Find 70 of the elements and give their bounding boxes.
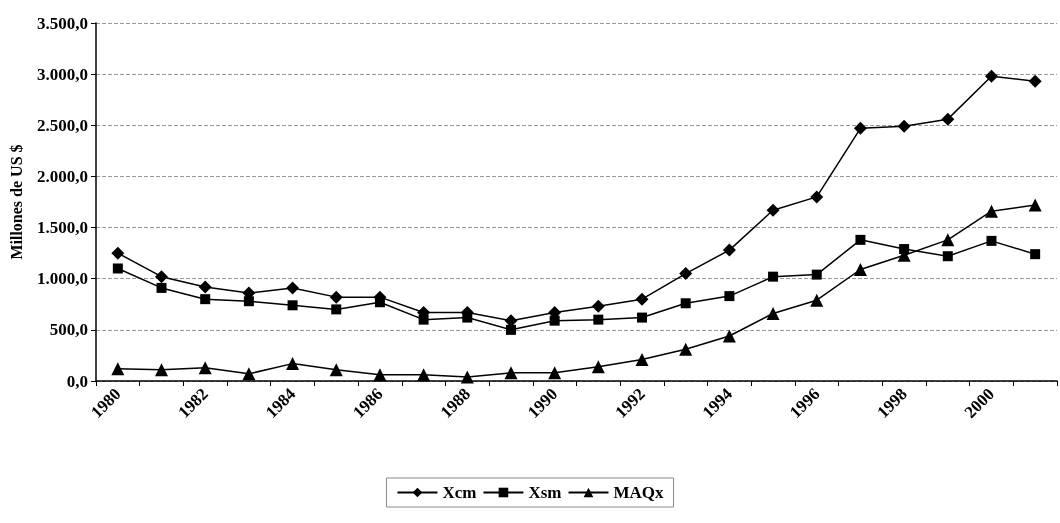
point — [722, 243, 736, 257]
point — [243, 296, 254, 307]
legend-label: Xcm — [442, 483, 477, 502]
y-tick-label: 3.500,0 — [37, 13, 88, 33]
y-tick-label: 1.000,0 — [37, 269, 88, 289]
point — [637, 312, 648, 323]
point — [941, 112, 955, 126]
point — [986, 235, 997, 246]
y-tick-label: 2.000,0 — [37, 166, 88, 186]
point — [156, 282, 167, 293]
y-axis-title: Millones de US $ — [7, 144, 25, 260]
point — [811, 269, 822, 280]
point — [1028, 198, 1042, 212]
point — [505, 324, 516, 335]
point — [591, 299, 605, 313]
point — [855, 234, 866, 245]
point — [331, 304, 342, 315]
point — [286, 281, 300, 295]
point — [112, 263, 123, 274]
point — [373, 368, 387, 382]
point — [460, 370, 474, 384]
point — [111, 246, 125, 260]
point — [286, 357, 300, 371]
point — [462, 312, 473, 323]
point — [766, 203, 780, 217]
point — [287, 300, 298, 311]
point — [111, 362, 125, 376]
point — [679, 342, 693, 356]
y-tick-label: 2.500,0 — [37, 115, 88, 135]
point — [984, 204, 998, 218]
y-tick-label: 500,0 — [49, 320, 88, 340]
point — [680, 298, 691, 309]
point — [1030, 249, 1041, 260]
point — [593, 314, 604, 325]
point — [329, 290, 343, 304]
point — [722, 329, 736, 343]
point — [198, 280, 212, 294]
y-tick-label: 0,0 — [66, 371, 88, 391]
point — [242, 367, 256, 381]
point — [810, 190, 824, 204]
point — [941, 233, 955, 247]
point — [504, 366, 518, 380]
point — [679, 267, 693, 281]
point — [766, 306, 780, 320]
point — [853, 263, 867, 277]
point — [724, 291, 735, 302]
legend-label: Xsm — [528, 483, 562, 502]
y-tick-label: 1.500,0 — [37, 218, 88, 238]
point — [417, 368, 431, 382]
point — [200, 294, 211, 305]
point — [155, 270, 169, 284]
point — [418, 314, 429, 325]
point — [198, 361, 212, 375]
y-tick-label: 3.000,0 — [37, 64, 88, 84]
point — [768, 271, 779, 282]
point — [548, 366, 562, 380]
point — [853, 121, 867, 135]
point — [1028, 74, 1042, 88]
point — [897, 119, 911, 133]
point — [635, 353, 649, 367]
point — [591, 360, 605, 374]
legend-label: MAQx — [613, 483, 665, 502]
point — [635, 292, 649, 306]
point — [374, 297, 385, 308]
point — [549, 315, 560, 326]
point — [984, 69, 998, 83]
point — [810, 293, 824, 307]
point — [942, 251, 953, 262]
point — [329, 363, 343, 377]
point — [155, 363, 169, 377]
